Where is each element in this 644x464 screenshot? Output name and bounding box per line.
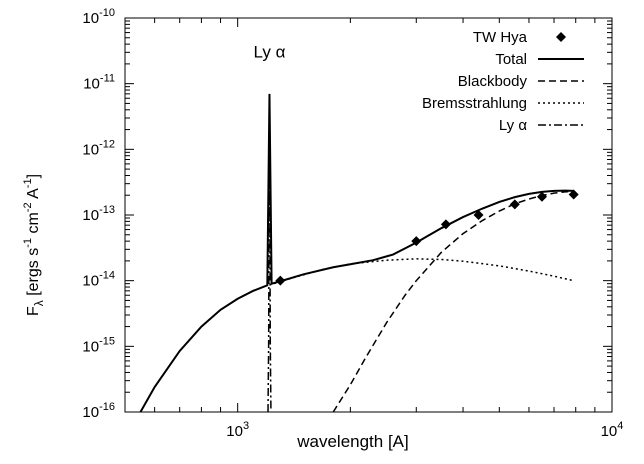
tw-hya-point <box>536 191 547 202</box>
series-tw-hya <box>275 189 579 286</box>
y-label-unit-mid: cm <box>25 212 42 238</box>
x-tick-label: 103 <box>226 420 249 440</box>
tw-hya-point <box>473 210 484 220</box>
y-tick-label: 10-11 <box>83 73 115 93</box>
line-ly <box>267 94 272 412</box>
series-bremsstrahlung <box>269 258 574 286</box>
line-blackbody <box>332 190 574 412</box>
y-label-main-sub: λ <box>32 300 46 306</box>
legend-sample-tw-hya <box>556 32 566 42</box>
y-label-exp3: -1 <box>22 178 34 188</box>
series-total <box>139 93 574 412</box>
series-layer <box>139 93 579 412</box>
axes: 10-10 10-11 10-12 10-13 10-14 10-15 10-16 103 10… <box>82 7 623 440</box>
legend-label-total: Total <box>495 51 527 68</box>
y-tick-label: 10-16 <box>82 401 115 421</box>
x-tick-label: 104 <box>601 420 624 440</box>
y-label-exp1: -1 <box>22 238 34 248</box>
line-bremsstrahlung <box>269 258 574 286</box>
y-tick-label: 10-15 <box>82 335 115 355</box>
legend-label-bremsstrahlung: Bremsstrahlung <box>422 95 527 112</box>
y-tick-label: 10-13 <box>82 204 115 224</box>
y-tick-label: 10-14 <box>82 270 115 290</box>
line-total <box>139 93 574 412</box>
lyman-alpha-annotation: Ly α <box>254 43 286 62</box>
legend: TW Hya Total Blackbody Bremsstrahlung Ly… <box>422 29 584 134</box>
y-axis-label: Fλ [ergs s-1 cm-2 A-1] <box>22 174 46 316</box>
tw-hya-point <box>568 189 579 200</box>
legend-label-ly-alpha: Ly α <box>499 117 527 134</box>
series-ly <box>267 94 272 412</box>
legend-label-tw-hya: TW Hya <box>473 29 528 46</box>
y-tick-label: 10-10 <box>82 7 115 27</box>
y-label-unit-tail: A <box>25 188 42 203</box>
series-blackbody <box>332 190 574 412</box>
y-label-main: F <box>25 306 42 316</box>
y-tick-label: 10-12 <box>82 138 115 158</box>
x-axis-label: wavelength [A] <box>296 432 409 451</box>
y-label-exp2: -2 <box>22 202 34 212</box>
y-label-unit-open: [ergs s <box>25 248 42 300</box>
y-label-unit-close: ] <box>25 174 42 178</box>
legend-label-blackbody: Blackbody <box>458 73 528 90</box>
